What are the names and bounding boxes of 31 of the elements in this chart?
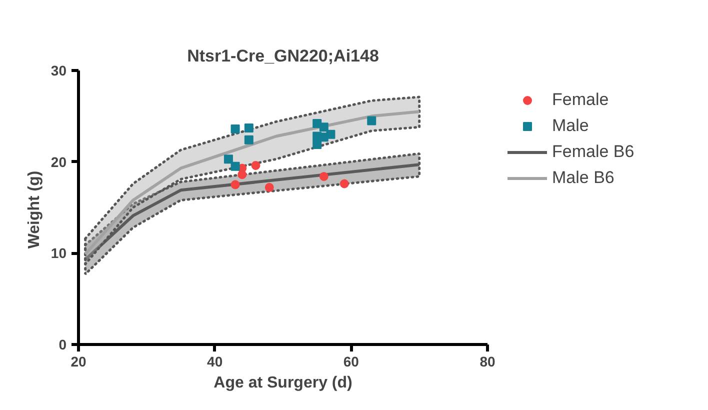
point — [319, 122, 328, 132]
point — [326, 130, 336, 139]
legend-label: Female — [552, 90, 609, 110]
x-tick-label: 20 — [70, 354, 86, 370]
point — [367, 116, 376, 126]
y-tick-label: 10 — [50, 245, 67, 262]
x-tick-label: 80 — [480, 354, 496, 370]
point — [230, 180, 240, 190]
point — [224, 154, 233, 164]
point — [230, 124, 240, 134]
legend-label: Male B6 — [552, 168, 614, 188]
point — [251, 160, 260, 170]
point — [340, 179, 349, 188]
point — [244, 124, 254, 133]
line-series — [84, 163, 421, 262]
point — [319, 172, 328, 181]
x-tick-label: 40 — [207, 354, 223, 370]
point — [312, 140, 322, 149]
point — [230, 162, 240, 171]
legend-label: Male — [552, 116, 589, 136]
chart-title: Ntsr1-Cre_GN220;Ai148 — [187, 46, 379, 66]
y-tick-label: 30 — [50, 62, 67, 78]
x-tick-label: 60 — [343, 354, 360, 370]
y-tick-label: 0 — [58, 336, 67, 352]
point — [264, 182, 274, 192]
x-axis-title: Age at Surgery (d) — [214, 374, 352, 392]
y-tick-label: 20 — [50, 154, 67, 170]
y-axis-title: Weight (g) — [26, 170, 43, 249]
point — [238, 170, 247, 180]
legend-label: Female B6 — [552, 142, 634, 162]
point — [244, 135, 254, 144]
